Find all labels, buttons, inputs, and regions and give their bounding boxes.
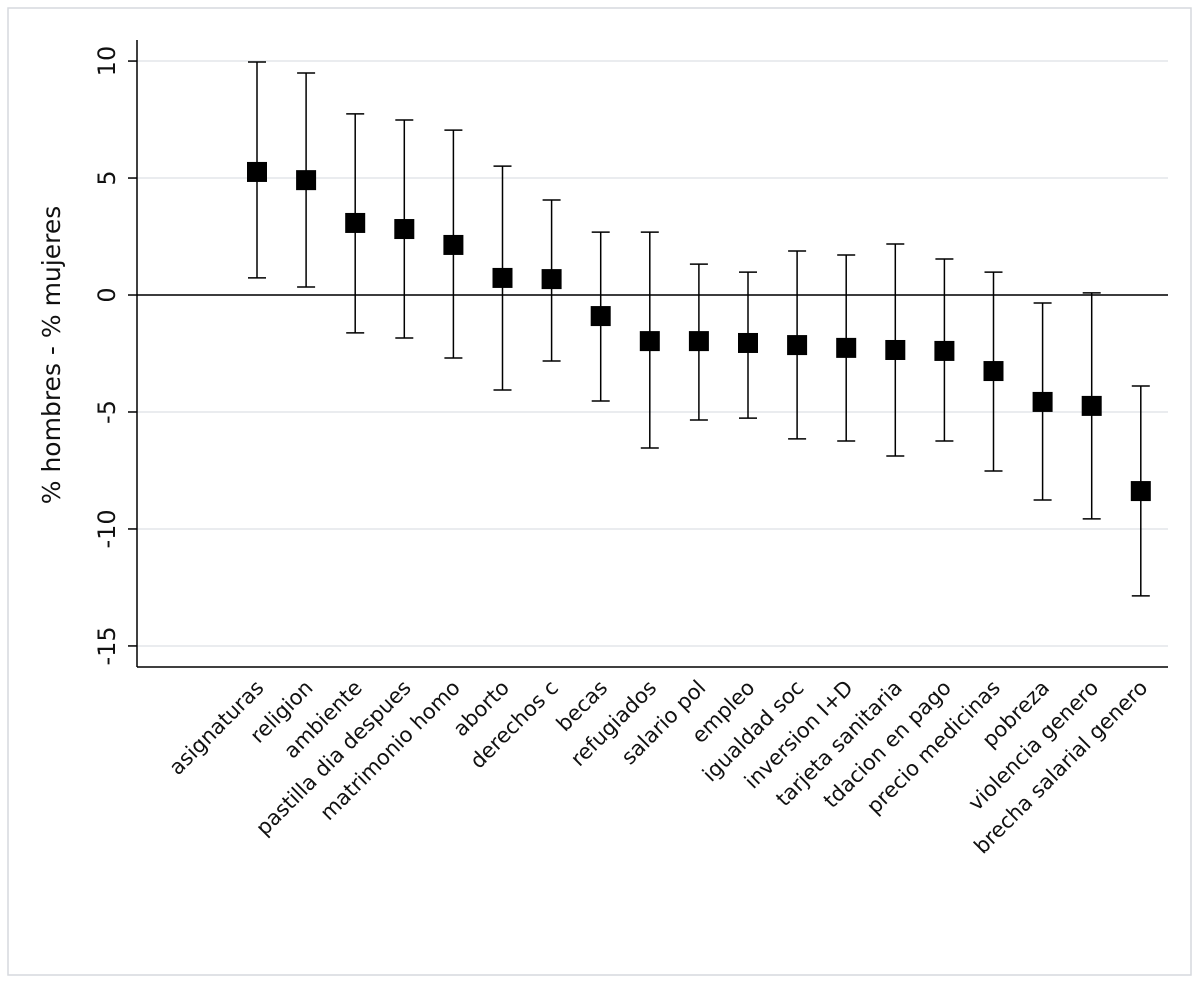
- point: [983, 361, 1004, 382]
- point: [443, 234, 464, 255]
- point: [934, 340, 955, 361]
- point: [639, 331, 660, 352]
- point: [296, 170, 317, 191]
- point: [885, 339, 906, 360]
- point: [394, 219, 415, 240]
- y-axis-title: % hombres - % mujeres: [37, 206, 66, 504]
- point: [836, 337, 857, 358]
- point: [688, 331, 709, 352]
- point: [590, 306, 611, 327]
- y-tick-label: 5: [93, 170, 121, 185]
- point: [247, 161, 267, 182]
- y-tick-label: -5: [93, 400, 121, 424]
- y-tick-label: 0: [93, 287, 121, 302]
- point: [738, 332, 758, 353]
- point: [1032, 391, 1053, 412]
- point: [541, 269, 562, 290]
- point: [492, 267, 513, 288]
- y-tick-label: 10: [93, 46, 121, 77]
- frame: [7, 7, 1192, 976]
- point: [1130, 481, 1151, 502]
- point: [345, 212, 366, 233]
- y-tick-label: -15: [93, 626, 121, 665]
- point: [787, 335, 808, 356]
- y-tick-label: -10: [93, 509, 121, 548]
- point: [1081, 395, 1102, 416]
